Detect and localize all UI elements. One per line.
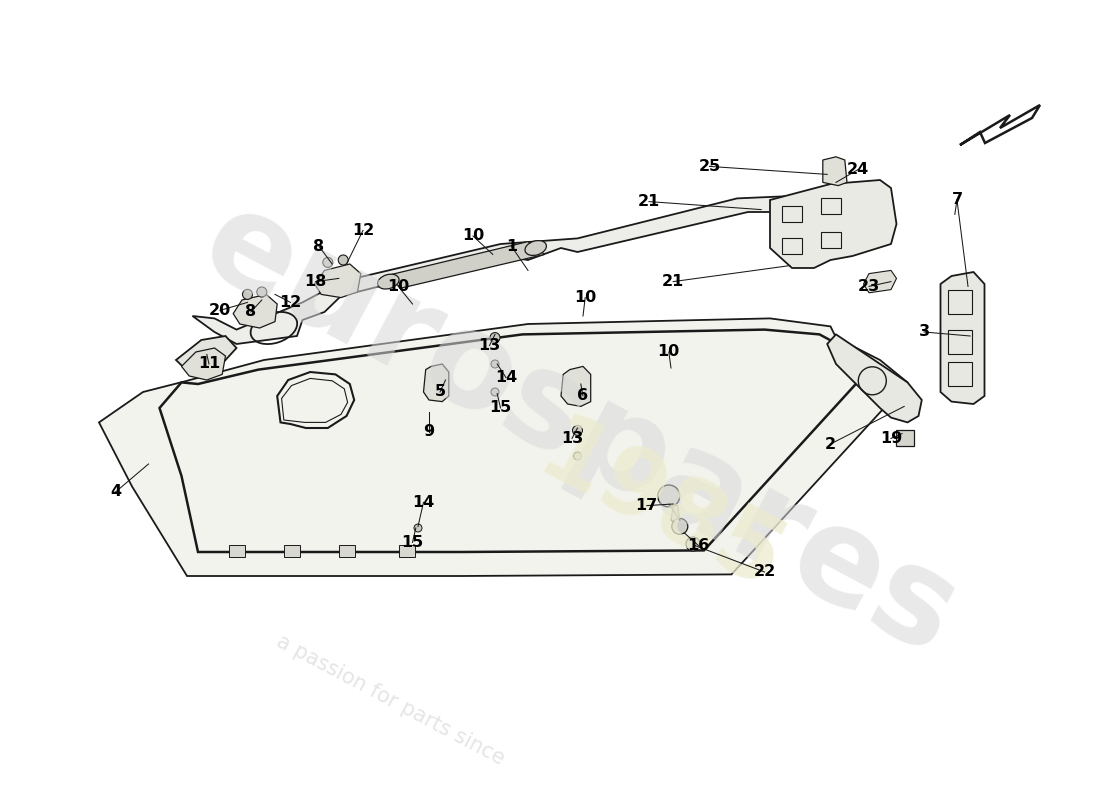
Text: a passion for parts since: a passion for parts since	[273, 631, 507, 769]
Text: 3: 3	[918, 325, 930, 339]
Text: eurospares: eurospares	[182, 178, 978, 682]
Text: 22: 22	[754, 565, 776, 579]
Circle shape	[572, 426, 583, 435]
Circle shape	[242, 290, 253, 299]
Text: 2: 2	[825, 437, 836, 451]
Polygon shape	[233, 294, 277, 328]
Circle shape	[414, 524, 422, 532]
Text: 10: 10	[462, 229, 484, 243]
Text: 10: 10	[658, 345, 680, 359]
Polygon shape	[940, 272, 984, 404]
Polygon shape	[182, 348, 225, 380]
Polygon shape	[385, 242, 544, 288]
Polygon shape	[192, 196, 809, 344]
Polygon shape	[770, 180, 896, 268]
Circle shape	[322, 258, 333, 267]
Polygon shape	[99, 318, 908, 576]
Ellipse shape	[525, 241, 547, 255]
Text: 8: 8	[314, 239, 324, 254]
Text: 20: 20	[209, 303, 231, 318]
Text: 14: 14	[495, 370, 517, 385]
Text: 23: 23	[858, 279, 880, 294]
Bar	[284, 546, 299, 558]
Bar	[896, 430, 914, 446]
Text: 10: 10	[387, 279, 409, 294]
Text: 8: 8	[245, 305, 256, 319]
Circle shape	[658, 485, 680, 507]
Polygon shape	[823, 157, 847, 186]
Circle shape	[256, 287, 267, 297]
Bar	[948, 362, 972, 386]
Circle shape	[338, 255, 349, 265]
Circle shape	[491, 360, 499, 368]
Text: 25: 25	[698, 159, 720, 174]
Text: 15: 15	[490, 401, 512, 415]
Bar	[821, 198, 840, 214]
Text: 9: 9	[424, 425, 434, 439]
Text: 10: 10	[574, 290, 596, 305]
Ellipse shape	[377, 274, 399, 289]
Text: 1985: 1985	[522, 408, 798, 612]
Text: 12: 12	[279, 295, 301, 310]
Text: 16: 16	[688, 538, 710, 553]
Circle shape	[490, 333, 500, 342]
Polygon shape	[315, 264, 361, 298]
Text: 21: 21	[638, 194, 660, 209]
Bar	[782, 238, 802, 254]
Polygon shape	[176, 336, 236, 376]
Text: 4: 4	[110, 485, 121, 499]
Polygon shape	[424, 364, 449, 402]
Circle shape	[686, 537, 700, 551]
Circle shape	[672, 518, 688, 534]
Text: 18: 18	[305, 274, 327, 289]
Text: 7: 7	[952, 193, 962, 207]
Text: 13: 13	[478, 338, 500, 353]
Bar	[229, 546, 244, 558]
Circle shape	[491, 388, 499, 396]
Bar	[948, 330, 972, 354]
Polygon shape	[864, 270, 896, 293]
Polygon shape	[561, 366, 591, 406]
Text: 5: 5	[434, 385, 446, 399]
Polygon shape	[827, 334, 922, 422]
Bar	[821, 232, 840, 248]
Text: 12: 12	[352, 223, 374, 238]
Text: 15: 15	[402, 535, 424, 550]
Text: 17: 17	[636, 498, 658, 513]
Bar	[339, 546, 354, 558]
Bar	[399, 546, 415, 558]
Bar	[948, 290, 972, 314]
Text: 1: 1	[506, 239, 517, 254]
Bar	[782, 206, 802, 222]
Circle shape	[573, 452, 582, 460]
Text: 19: 19	[880, 431, 902, 446]
Text: 21: 21	[662, 274, 684, 289]
Text: 24: 24	[847, 162, 869, 177]
Text: 11: 11	[198, 357, 220, 371]
Text: 6: 6	[578, 389, 588, 403]
Text: 13: 13	[561, 431, 583, 446]
Polygon shape	[671, 506, 680, 524]
Text: 14: 14	[412, 495, 434, 510]
